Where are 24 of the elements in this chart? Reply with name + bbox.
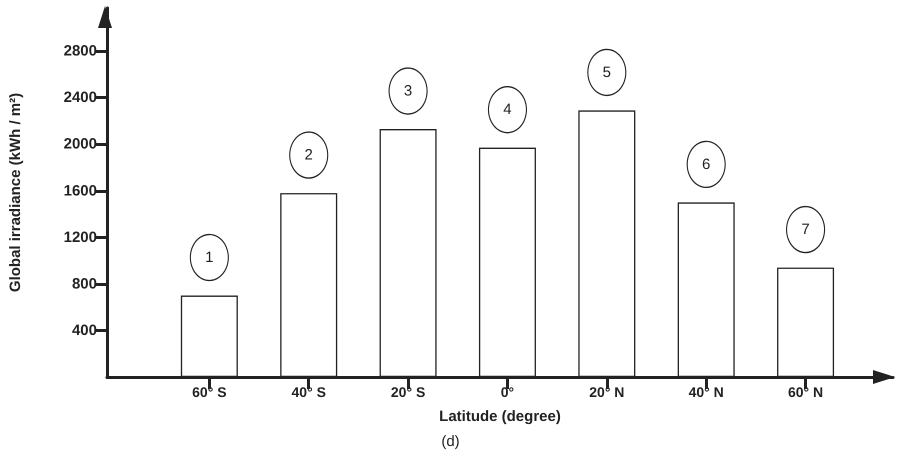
y-tick-label: 2400 [64, 89, 97, 106]
y-tick-label: 400 [72, 322, 97, 339]
annotation: 5 [602, 64, 611, 81]
annotation: 7 [801, 221, 810, 238]
annotation: 2 [304, 146, 313, 164]
annotation: 4 [503, 101, 512, 118]
annotation: 3 [404, 82, 412, 100]
y-tick-label: 2800 [64, 42, 97, 60]
x-tick-label: 20° S [390, 384, 426, 400]
x-tick-label: 60° N [788, 384, 824, 400]
y-axis-title: Global irradiance (kWh / m²) [7, 92, 24, 292]
y-tick-label: 2000 [64, 136, 97, 153]
x-tick-label: 20° N [589, 384, 624, 400]
y-tick-label: 800 [72, 275, 97, 292]
annotation: 1 [205, 249, 214, 266]
x-tick-label: 0° [500, 384, 514, 400]
text: (d) [441, 433, 460, 450]
annotation: 6 [702, 156, 710, 173]
x-tick-label: 40° S [292, 384, 326, 400]
y-tick-label: 1200 [64, 228, 97, 246]
x-tick-label: 60° S [192, 384, 227, 400]
y-tick-label: 1600 [64, 182, 97, 200]
x-axis-title: Latitude (degree) [439, 408, 561, 425]
x-tick-label: 40° N [688, 384, 724, 400]
